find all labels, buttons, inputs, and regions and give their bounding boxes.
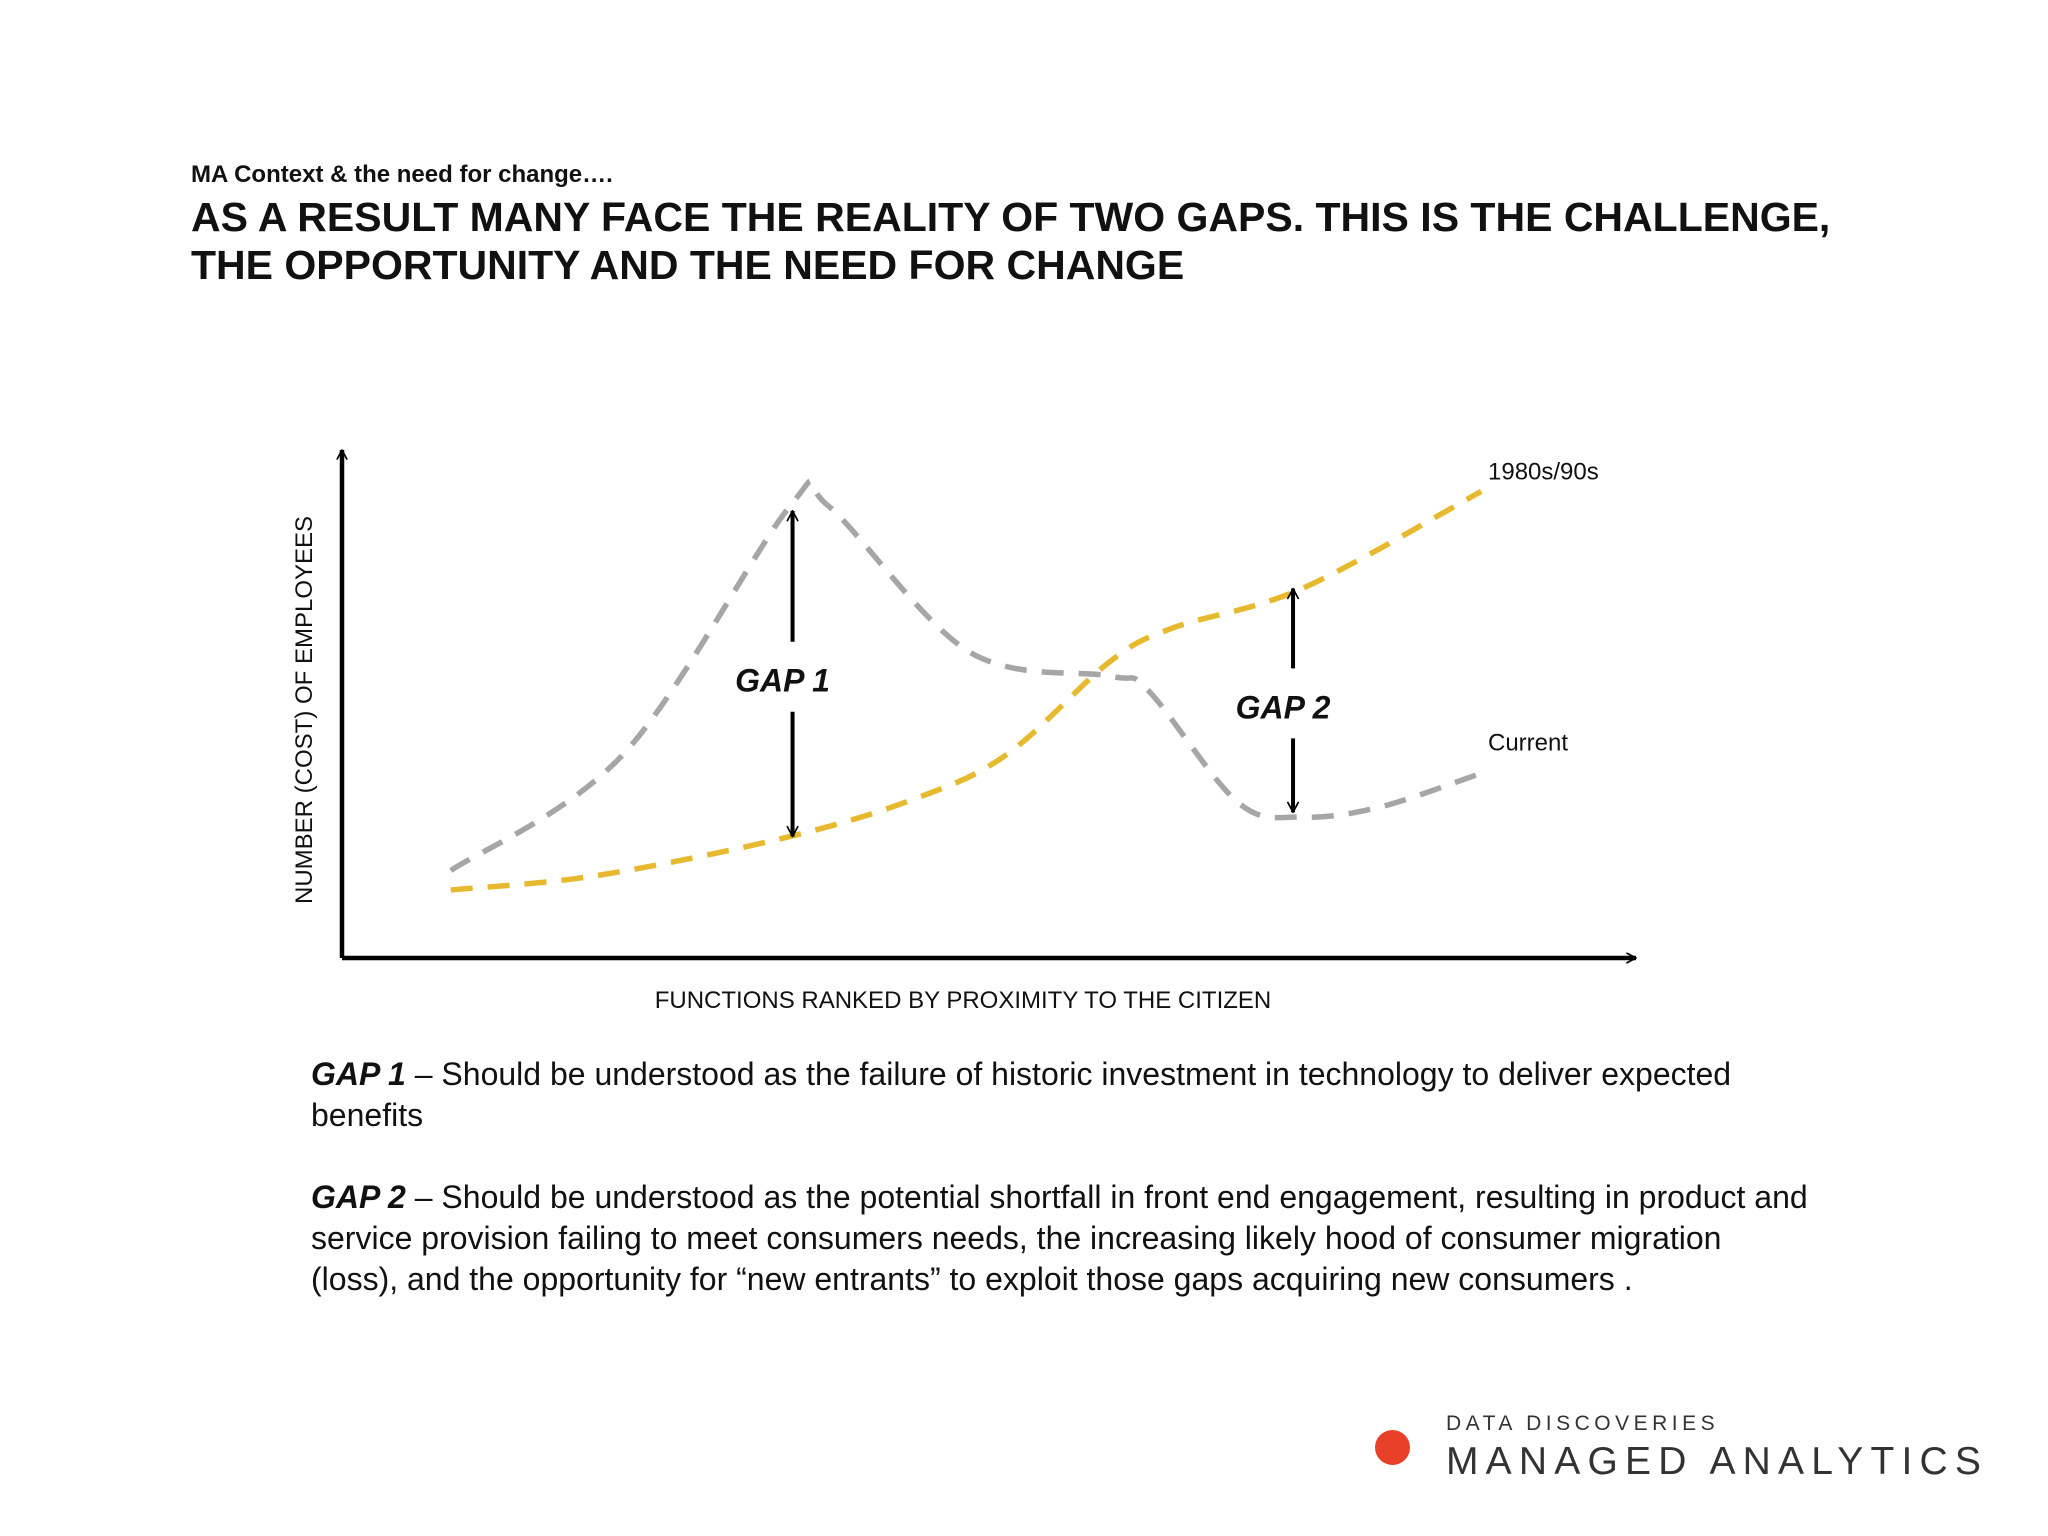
gap-2-description: GAP 2 – Should be understood as the pote… [311,1177,1811,1300]
logo-dot-icon [1375,1430,1410,1465]
series-line-current [449,478,1483,873]
gap-1-term: GAP 1 [311,1056,406,1092]
logo-product-name: MANAGED ANALYTICS [1446,1440,1989,1483]
gap-2-label: GAP 2 [1236,689,1331,725]
gap-descriptions: GAP 1 – Should be understood as the fail… [311,1054,1811,1341]
gap-2-text: – Should be understood as the potential … [311,1179,1808,1297]
series-label-1980s-90s: 1980s/90s [1488,458,1599,485]
page-title: AS A RESULT MANY FACE THE REALITY OF TWO… [191,194,1831,288]
logo-company-name: DATA DISCOVERIES [1446,1412,1720,1435]
gap-1-text: – Should be understood as the failure of… [311,1056,1732,1133]
y-axis-title: NUMBER (COST) OF EMPLOYEES [291,516,318,904]
gap-2-term: GAP 2 [311,1179,406,1215]
series-label-current: Current [1488,729,1568,756]
x-axis-title: FUNCTIONS RANKED BY PROXIMITY TO THE CIT… [655,987,1272,1014]
gap-1-label: GAP 1 [735,663,830,699]
section-kicker: MA Context & the need for change…. [191,161,613,188]
gap-1-description: GAP 1 – Should be understood as the fail… [311,1054,1811,1136]
